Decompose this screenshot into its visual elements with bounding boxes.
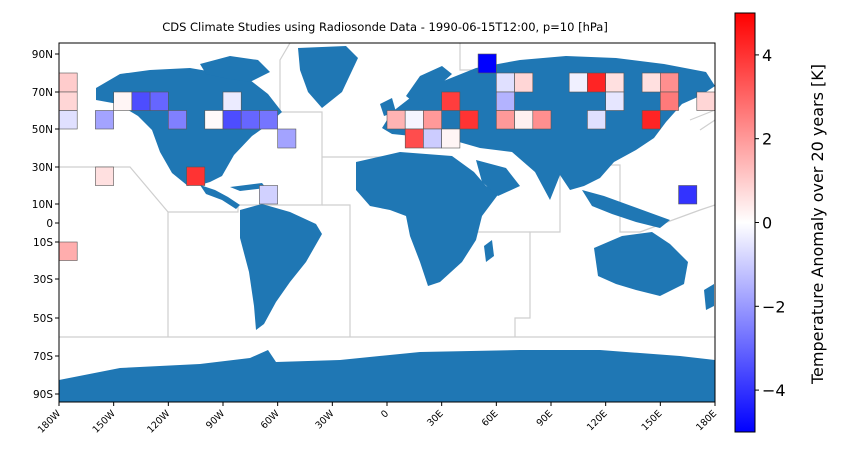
colorbar-ticks: 4 2 0 −2 −4 bbox=[755, 46, 786, 400]
anomaly-cell bbox=[59, 91, 78, 111]
colorbar-tick-label: −4 bbox=[762, 381, 786, 400]
anomaly-cell bbox=[259, 110, 278, 130]
anomaly-cell bbox=[222, 110, 242, 130]
x-tick-label: 180W bbox=[36, 408, 64, 436]
anomaly-cell bbox=[587, 110, 606, 130]
y-tick-label: 90S bbox=[33, 389, 53, 401]
x-tick-label: 150W bbox=[91, 408, 119, 436]
y-tick-label: 90N bbox=[32, 49, 53, 61]
x-tick-label: 30W bbox=[313, 408, 336, 431]
anomaly-cell bbox=[605, 72, 625, 93]
y-tick-label: 50N bbox=[32, 124, 53, 136]
colorbar: 4 2 0 −2 −4 Temperature Anomaly over 20 year… bbox=[734, 12, 827, 433]
anomaly-cell bbox=[240, 110, 260, 130]
antarctica bbox=[59, 350, 715, 402]
anomaly-cell bbox=[186, 166, 206, 186]
anomaly-cell bbox=[495, 72, 515, 93]
anomaly-cell bbox=[532, 110, 552, 130]
anomaly-cell bbox=[441, 91, 461, 111]
x-tick-label: 90W bbox=[204, 408, 227, 431]
y-tick-label: 10S bbox=[33, 237, 53, 249]
anomaly-cell bbox=[59, 110, 78, 130]
x-tick-label: 120E bbox=[585, 408, 610, 433]
anomaly-cell bbox=[277, 128, 297, 149]
anomaly-cell bbox=[514, 110, 534, 130]
anomaly-cell bbox=[386, 110, 406, 130]
colorbar-tick-label: 0 bbox=[762, 214, 772, 233]
map-area bbox=[59, 43, 715, 402]
greenland bbox=[298, 46, 358, 108]
anomaly-cells bbox=[59, 53, 715, 261]
anomaly-cell bbox=[659, 72, 679, 93]
caribbean bbox=[230, 183, 266, 191]
anomaly-cell bbox=[459, 110, 479, 130]
x-axis: 180W 150W 120W 90W 60W 30W 0 30E 60E 90E 120E 150E 1… bbox=[36, 402, 719, 436]
anomaly-cell bbox=[495, 91, 515, 111]
anomaly-cell bbox=[168, 110, 187, 130]
anomaly-cell bbox=[441, 128, 461, 149]
scandinavia bbox=[406, 66, 452, 104]
anomaly-cell bbox=[149, 91, 169, 111]
anomaly-cell bbox=[678, 185, 698, 205]
anomaly-cell bbox=[568, 72, 588, 93]
anomaly-cell bbox=[477, 53, 497, 74]
anomaly-cell bbox=[259, 185, 278, 205]
anomaly-cell bbox=[423, 128, 442, 149]
anomaly-cell bbox=[514, 72, 534, 93]
y-tick-label: 70S bbox=[33, 351, 53, 363]
x-tick-label: 90E bbox=[535, 408, 556, 429]
central-america bbox=[200, 185, 240, 209]
new-zealand bbox=[704, 284, 714, 310]
anomaly-cell bbox=[59, 241, 78, 261]
y-tick-label: 0 bbox=[46, 218, 53, 230]
anomaly-cell bbox=[113, 91, 133, 111]
chart-title: CDS Climate Studies using Radiosonde Dat… bbox=[162, 20, 608, 34]
x-tick-label: 30E bbox=[425, 408, 446, 429]
anomaly-cell bbox=[587, 72, 606, 93]
y-tick-label: 50S bbox=[33, 313, 53, 325]
southeast-asia bbox=[582, 190, 670, 228]
y-axis: 90N 70N 50N 30N 10N 0 10S 30S 50S 70S 90S bbox=[32, 49, 59, 401]
x-tick-label: 60E bbox=[480, 408, 501, 429]
anomaly-cell bbox=[59, 72, 78, 93]
anomaly-cell bbox=[95, 110, 114, 130]
x-tick-label: 180E bbox=[694, 408, 719, 433]
x-tick-label: 60W bbox=[259, 408, 282, 431]
y-tick-label: 30S bbox=[33, 274, 53, 286]
anomaly-cell bbox=[404, 128, 424, 149]
anomaly-cell bbox=[641, 72, 661, 93]
x-tick-label: 0 bbox=[379, 408, 391, 420]
y-tick-label: 30N bbox=[32, 162, 53, 174]
anomaly-cell bbox=[605, 91, 625, 111]
australia bbox=[594, 232, 688, 296]
anomaly-cell bbox=[696, 91, 715, 111]
anomaly-cell bbox=[404, 110, 424, 130]
colorbar-tick-label: 4 bbox=[762, 46, 772, 65]
colorbar-tick-label: −2 bbox=[762, 297, 786, 316]
colorbar-label: Temperature Anomaly over 20 years [K] bbox=[808, 64, 827, 385]
arabia bbox=[476, 160, 520, 196]
anomaly-cell bbox=[222, 91, 242, 111]
anomaly-cell bbox=[641, 110, 661, 130]
arctic-islands bbox=[200, 56, 270, 82]
anomaly-cell bbox=[659, 91, 679, 111]
africa bbox=[356, 152, 500, 286]
colorbar-tick-label: 2 bbox=[762, 130, 772, 149]
colorbar-gradient bbox=[734, 12, 756, 433]
anomaly-cell bbox=[423, 110, 442, 130]
anomaly-cell bbox=[131, 91, 151, 111]
madagascar bbox=[484, 240, 494, 262]
anomaly-cell bbox=[204, 110, 224, 130]
anomaly-cell bbox=[495, 110, 515, 130]
x-tick-label: 120W bbox=[145, 408, 173, 436]
anomaly-cell bbox=[95, 166, 114, 186]
x-tick-label: 150E bbox=[640, 408, 665, 433]
south-america bbox=[240, 204, 322, 330]
y-tick-label: 70N bbox=[32, 87, 53, 99]
y-tick-label: 10N bbox=[32, 199, 53, 211]
